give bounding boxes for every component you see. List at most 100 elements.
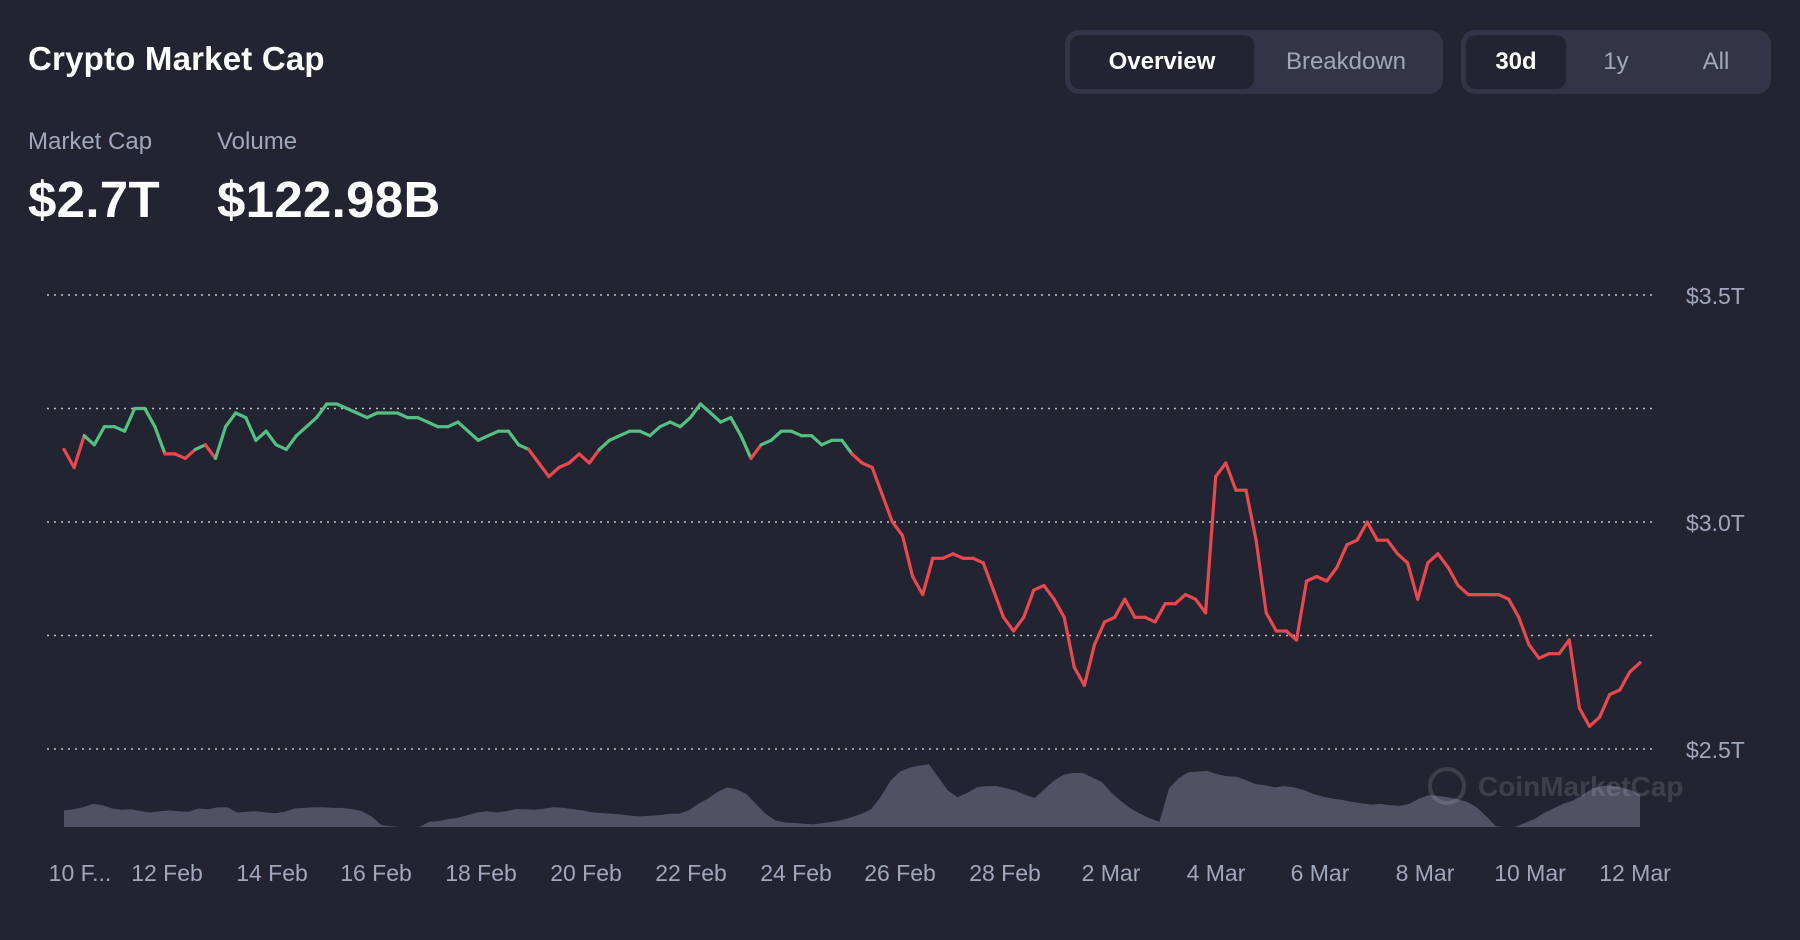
price-line-segment: [1416, 561, 1430, 601]
price-line-segment: [1577, 706, 1592, 728]
price-line-segment: [1203, 475, 1218, 615]
price-line-segment: [1537, 652, 1551, 660]
price-line-segment: [1628, 661, 1642, 674]
price-line-segment: [1325, 565, 1339, 583]
price-line-segment: [1345, 538, 1359, 547]
price-line-segment: [860, 461, 874, 470]
price-line-segment: [82, 434, 96, 447]
price-line-segment: [1113, 597, 1127, 619]
price-line-segment: [981, 561, 996, 592]
x-tick-label: 4 Mar: [1187, 860, 1246, 886]
price-line-segment: [294, 425, 309, 438]
market-cap-stat: Market Cap $2.7T: [28, 128, 160, 229]
price-line-segment: [668, 420, 682, 429]
price-line-segment: [971, 556, 985, 565]
page-title: Crypto Market Cap: [28, 40, 325, 77]
price-line-segment: [789, 429, 804, 438]
price-line-segment: [1092, 620, 1107, 647]
price-line-segment: [1335, 543, 1349, 570]
price-line-segment: [617, 429, 632, 438]
price-line-segment: [1527, 642, 1541, 660]
price-line-segment: [1183, 592, 1198, 601]
price-line-segment: [678, 416, 693, 429]
price-line-segment: [1395, 552, 1410, 565]
price-line-segment: [890, 520, 905, 538]
price-line-segment: [304, 416, 319, 429]
price-line-segment: [587, 447, 602, 465]
price-line-segment: [557, 461, 571, 470]
price-line-segment: [395, 411, 410, 420]
market-cap-value: $2.7T: [28, 171, 160, 228]
price-line-segment: [547, 465, 561, 479]
svg-text:CoinMarketCap: CoinMarketCap: [1478, 771, 1683, 802]
view-toggle: Overview Breakdown: [1065, 30, 1443, 94]
price-line-segment: [254, 429, 268, 442]
price-line-segment: [921, 556, 935, 597]
price-line-segment: [607, 434, 622, 442]
price-line-segment: [122, 406, 137, 433]
price-line-segment: [1022, 588, 1036, 619]
price-line-segment: [658, 420, 672, 429]
price-line-segment: [213, 425, 228, 460]
tab-breakdown[interactable]: Breakdown: [1285, 48, 1407, 75]
price-line-segment: [1011, 615, 1026, 633]
price-line-segment: [900, 533, 915, 579]
price-line-segment: [193, 443, 207, 451]
price-line-segment: [1123, 597, 1137, 619]
price-line-segment: [426, 420, 440, 429]
price-line-segment: [1244, 488, 1258, 542]
price-line-segment: [1365, 520, 1379, 542]
price-line-segment: [951, 552, 965, 560]
price-line-segment: [880, 493, 895, 524]
price-line-segment: [749, 443, 763, 460]
price-line-segment: [567, 452, 581, 465]
x-tick-label: 10 F...: [49, 860, 112, 886]
x-tick-label: 18 Feb: [445, 860, 517, 886]
price-line-segment: [1587, 715, 1602, 728]
price-line-segment: [1436, 552, 1450, 570]
price-line-segment: [143, 406, 157, 429]
x-tick-label: 16 Feb: [340, 860, 412, 886]
tab-overview[interactable]: Overview: [1070, 35, 1254, 89]
price-line-segment: [1102, 615, 1117, 624]
price-line-segment: [1254, 538, 1268, 615]
price-line-segment: [274, 443, 288, 451]
price-line-segment: [698, 402, 713, 415]
x-tick-label: 14 Feb: [236, 860, 308, 886]
range-all-button[interactable]: All: [1702, 48, 1730, 75]
price-line-segment: [446, 420, 460, 429]
market-cap-label: Market Cap: [28, 128, 153, 155]
price-line-segment: [870, 465, 884, 497]
price-line-segment: [284, 434, 298, 451]
x-tick-label: 2 Mar: [1082, 860, 1141, 886]
volume-label: Volume: [217, 128, 298, 155]
coinmarketcap-watermark: CoinMarketCap: [1428, 767, 1683, 805]
range-30d-button[interactable]: 30d: [1466, 35, 1566, 89]
price-line-segment: [1072, 665, 1087, 688]
price-line-segment: [1456, 583, 1470, 597]
x-tick-label: 12 Feb: [131, 860, 203, 886]
price-line-segment: [1062, 615, 1076, 669]
price-line-segment: [1001, 615, 1016, 633]
price-line-segment: [1315, 574, 1329, 583]
price-line-segment: [1405, 561, 1420, 601]
price-line-segment: [1496, 592, 1511, 601]
price-line-segment: [729, 416, 743, 438]
price-line-segment: [183, 447, 197, 460]
price-line-segment: [1173, 592, 1188, 606]
price-line-segment: [1426, 552, 1440, 565]
range-toggle: 30d 1y All: [1461, 30, 1771, 94]
price-line-segment: [708, 411, 723, 424]
price-line-segment: [1618, 670, 1632, 692]
price-line-segment: [1032, 583, 1046, 592]
range-1y-button[interactable]: 1y: [1603, 48, 1629, 75]
x-tick-label: 10 Mar: [1494, 860, 1566, 886]
x-tick-label: 26 Feb: [864, 860, 936, 886]
price-line-segment: [153, 425, 167, 456]
x-tick-label: 20 Feb: [550, 860, 622, 886]
price-line-segment: [759, 438, 773, 447]
price-line-segment: [365, 411, 379, 420]
price-line-segment: [809, 434, 824, 447]
price-line-segment: [1304, 574, 1319, 583]
